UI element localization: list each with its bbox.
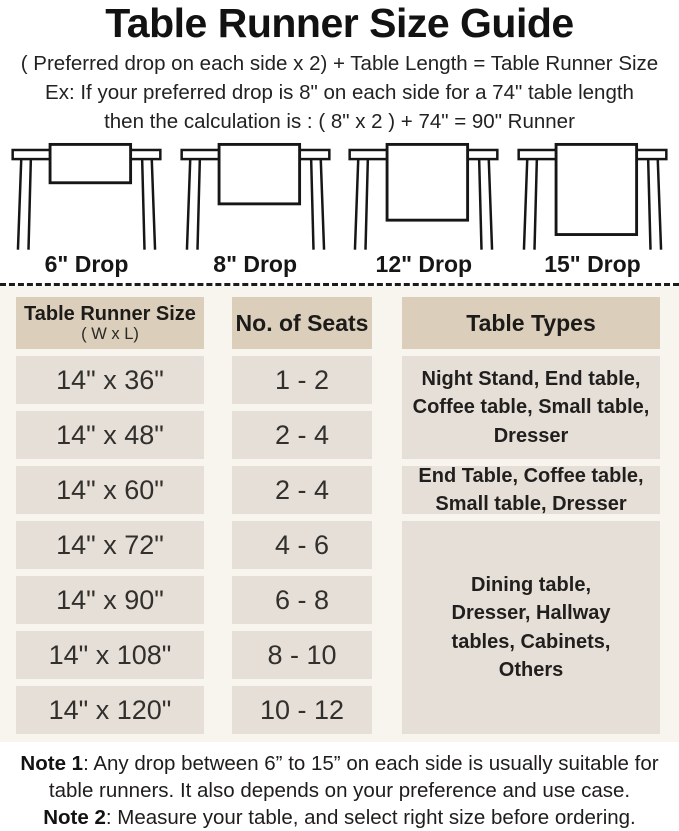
table-types-cell: End Table, Coffee table, Small table, Dr… xyxy=(402,465,660,515)
table-runner-diagram-icon xyxy=(180,142,331,250)
table-runner-diagram-icon xyxy=(348,142,499,250)
table-types-cell: Night Stand, End table, Coffee table, Sm… xyxy=(402,356,660,460)
runner-size-cell: 14" x 120" xyxy=(16,686,204,735)
note-1-text: : Any drop between 6” to 15” on each sid… xyxy=(48,752,659,803)
runner-size-cell: 14" x 48" xyxy=(16,411,204,460)
column-header-table-types: Table Types xyxy=(402,297,660,350)
drop-label: 6" Drop xyxy=(44,250,129,277)
seats-cell: 6 - 8 xyxy=(232,576,372,625)
runner-size-cell: 14" x 36" xyxy=(16,356,204,405)
table-runner-diagram-icon xyxy=(517,142,668,250)
formula-text: ( Preferred drop on each side x 2) + Tab… xyxy=(20,51,659,75)
note-1-label: Note 1 xyxy=(20,752,84,776)
drop-illustration-8: 8" Drop xyxy=(174,141,337,277)
column-header-runner-size: Table Runner Size ( W x L) xyxy=(16,297,204,350)
guide-header: Table Runner Size Guide ( Preferred drop… xyxy=(0,0,679,136)
dashed-divider xyxy=(0,283,679,287)
seats-cell: 10 - 12 xyxy=(232,686,372,735)
runner-size-cell: 14" x 60" xyxy=(16,466,204,515)
size-table: Table Runner Size ( W x L) 14" x 36" 14"… xyxy=(0,286,679,743)
column-seats: No. of Seats 1 - 2 2 - 4 2 - 4 4 - 6 6 -… xyxy=(232,297,372,735)
header-line-1: Table Runner Size xyxy=(24,302,196,325)
example-line-2: then the calculation is : ( 8" x 2 ) + 7… xyxy=(104,110,575,134)
seats-cell: 8 - 10 xyxy=(232,631,372,680)
runner-size-cell: 14" x 90" xyxy=(16,576,204,625)
seats-cell: 4 - 6 xyxy=(232,521,372,570)
note-2: Note 2: Measure your table, and select r… xyxy=(6,804,673,831)
drop-label: 8" Drop xyxy=(213,250,298,277)
runner-size-cell: 14" x 108" xyxy=(16,631,204,680)
drop-illustration-6: 6" Drop xyxy=(5,141,168,277)
table-runner-diagram-icon xyxy=(11,142,162,250)
column-runner-size: Table Runner Size ( W x L) 14" x 36" 14"… xyxy=(16,297,204,735)
example-line-1: Ex: If your preferred drop is 8" on each… xyxy=(45,80,634,104)
note-1: Note 1: Any drop between 6” to 15” on ea… xyxy=(6,750,673,804)
note-2-text: : Measure your table, and select right s… xyxy=(105,806,636,830)
table-types-cell: Dining table, Dresser, Hallway tables, C… xyxy=(402,521,660,735)
column-table-types: Table Types Night Stand, End table, Coff… xyxy=(402,297,660,735)
header-line-2: ( W x L) xyxy=(81,324,139,343)
runner-size-cell: 14" x 72" xyxy=(16,521,204,570)
drop-illustration-12: 12" Drop xyxy=(342,141,505,277)
drop-illustration-15: 15" Drop xyxy=(511,141,674,277)
page-title: Table Runner Size Guide xyxy=(105,0,574,46)
drop-label: 12" Drop xyxy=(375,250,473,277)
drop-label: 15" Drop xyxy=(544,250,641,277)
seats-cell: 2 - 4 xyxy=(232,411,372,460)
drop-illustrations-row: 6" Drop 8" Drop 12" Drop xyxy=(0,136,679,277)
seats-cell: 2 - 4 xyxy=(232,466,372,515)
note-2-label: Note 2 xyxy=(43,806,106,830)
notes-section: Note 1: Any drop between 6” to 15” on ea… xyxy=(0,742,679,831)
seats-cell: 1 - 2 xyxy=(232,356,372,405)
column-header-seats: No. of Seats xyxy=(232,297,372,350)
